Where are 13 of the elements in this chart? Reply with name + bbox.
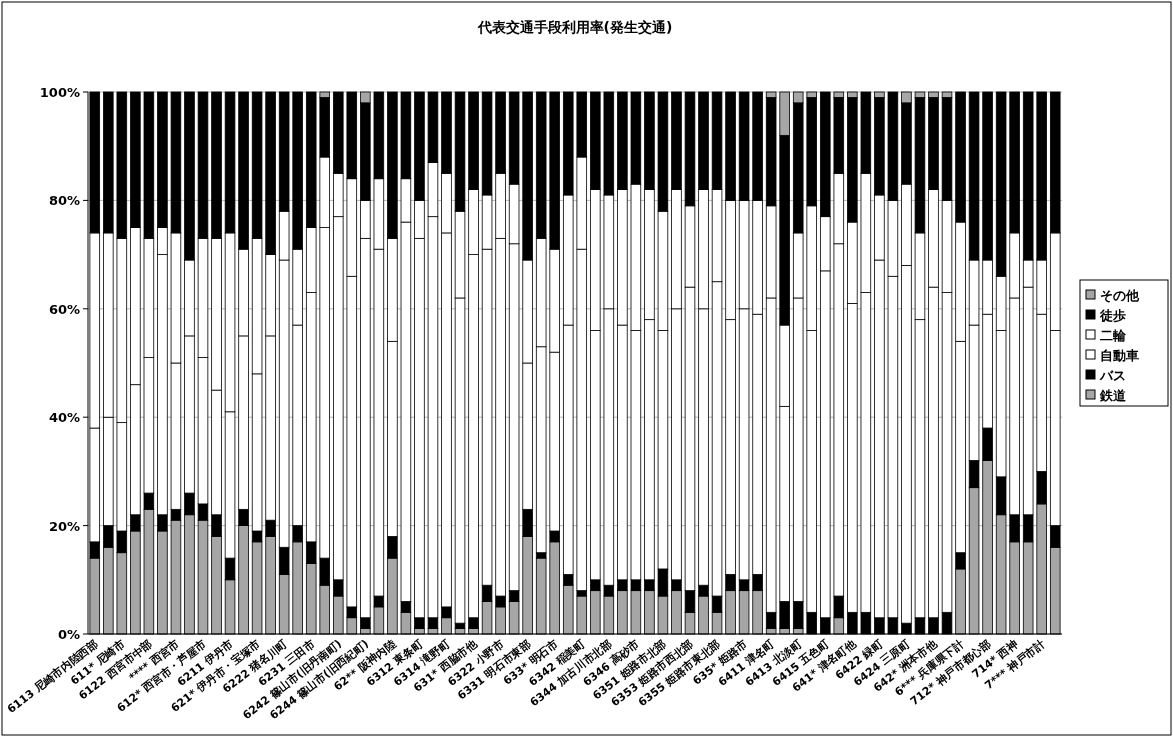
legend-label: 二輪 <box>1100 328 1127 343</box>
legend-label: バス <box>1099 368 1126 383</box>
legend-label: その他 <box>1100 288 1140 303</box>
legend-label: 徒歩 <box>1099 308 1126 323</box>
title: 代表交通手段利用率(発生交通) <box>477 19 673 35</box>
y-tick-label: 60% <box>48 301 80 317</box>
y-tick-label: 100% <box>39 85 80 100</box>
legend-label: 鉄道 <box>1099 388 1127 403</box>
y-tick-label: 20% <box>48 518 80 534</box>
legend-label: 自動車 <box>1100 348 1139 363</box>
y-tick-label: 40% <box>48 410 80 426</box>
y-tick-label: 0% <box>57 627 80 642</box>
y-tick-label: 80% <box>48 193 80 209</box>
